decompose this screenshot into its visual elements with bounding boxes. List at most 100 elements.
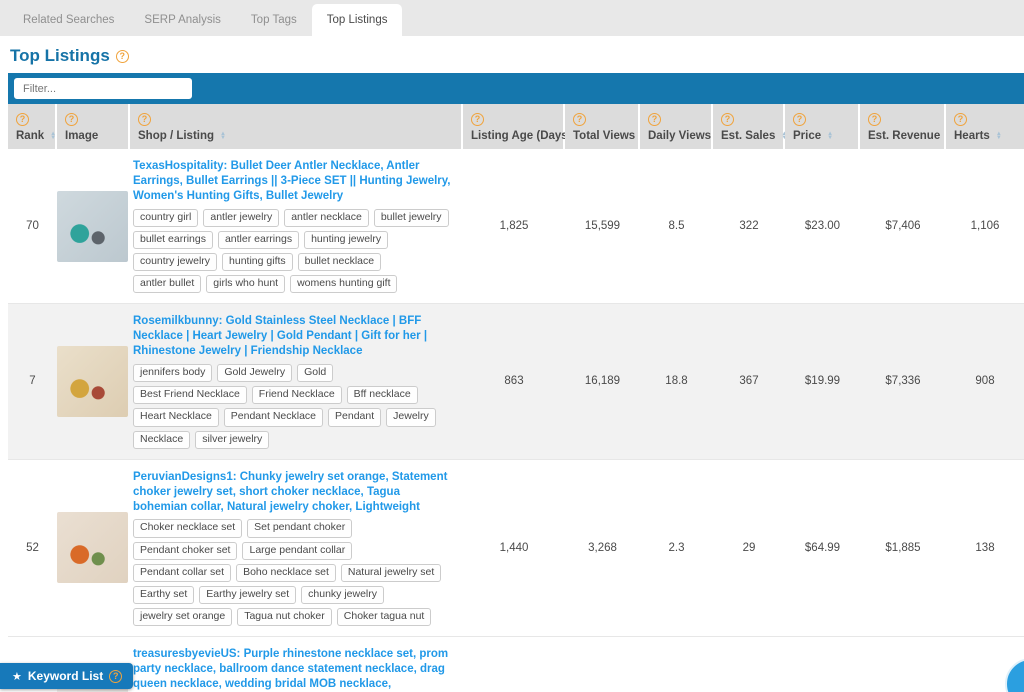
image-cell	[57, 304, 130, 458]
tag-chip: Choker tagua nut	[336, 607, 432, 627]
column-header-listing-age-days[interactable]: ?Listing Age (Days)▲▼	[463, 104, 583, 149]
column-label: Listing Age (Days)	[471, 130, 572, 142]
tag-list: Choker necklace set Set pendant choker Pen…	[133, 519, 455, 630]
listing-title-link[interactable]: Rosemilkbunny: Gold Stainless Steel Neck…	[133, 315, 428, 358]
table-body: 70 TexasHospitality: Bullet Deer Antler N…	[8, 149, 1024, 692]
tag-chip: Jewelry	[386, 408, 436, 427]
sort-arrows-icon[interactable]: ▲▼	[781, 131, 787, 141]
daily-views-cell: 2.3	[668, 541, 685, 554]
column-header-est-sales[interactable]: ? Est. Sales ▲▼	[713, 104, 787, 149]
sort-arrows-icon[interactable]: ▲▼	[827, 130, 834, 141]
tag-chip: Friend Necklace	[251, 386, 342, 405]
listing-age-cell: 1,510	[463, 637, 565, 692]
est-revenue-cell: $7,336	[885, 375, 921, 388]
column-label: Total Views	[573, 130, 636, 142]
help-icon[interactable]: ?	[793, 113, 806, 126]
tag-chip: Pendant	[328, 408, 382, 427]
column-label: Est. Sales	[721, 130, 776, 142]
filter-bar	[8, 73, 1024, 104]
rank-cell: 7	[29, 375, 36, 388]
listing-title-link[interactable]: TexasHospitality: Bullet Deer Antler Nec…	[133, 160, 451, 202]
tab-related-searches[interactable]: Related Searches	[23, 14, 115, 26]
tag-chip: antler earrings	[217, 230, 300, 250]
est-sales-cell: 26	[713, 637, 785, 692]
listing-title-link[interactable]: treasuresbyevieUS: Purple rhinestone nec…	[133, 648, 449, 690]
column-header-daily-views[interactable]: ?Daily Views▲▼	[640, 104, 723, 149]
tag-chip: Heart Necklace	[133, 408, 219, 427]
shop-listing-cell: Rosemilkbunny: Gold Stainless Steel Neck…	[130, 304, 463, 458]
tag-list: country girl antler jewelry antler necklac…	[133, 208, 455, 298]
listing-photo-orange-choker[interactable]	[57, 512, 128, 584]
tag-chip: jennifers body	[133, 364, 213, 383]
tab-top-listings[interactable]: Top Listings	[311, 4, 403, 36]
help-icon[interactable]: ?	[721, 113, 734, 126]
column-header-shop-listing[interactable]: ? Shop / Listing ▲ ▼	[130, 104, 463, 149]
shop-listing-cell: treasuresbyevieUS: Purple rhinestone nec…	[130, 637, 463, 692]
listing-age-cell: 1,825	[499, 220, 529, 233]
listing-row: 86treasuresbyevieUS: Purple rhinestone n…	[8, 637, 1024, 692]
est-revenue-cell: $889	[860, 637, 946, 692]
total-views-cell: 16,189	[584, 375, 621, 388]
tag-chip: Gold Jewelry	[217, 364, 293, 383]
listing-age-cell: 863	[504, 375, 524, 388]
daily-views-cell: 18.8	[665, 375, 688, 388]
tab-top-tags[interactable]: Top Tags	[250, 14, 297, 26]
shop-listing-cell: PeruvianDesigns1: Chunky jewelry set ora…	[130, 460, 463, 636]
daily-views-cell: 1.1	[640, 637, 713, 692]
listing-title-link[interactable]: PeruvianDesigns1: Chunky jewelry set ora…	[133, 470, 448, 513]
shop-listing-cell: TexasHospitality: Bullet Deer Antler Nec…	[130, 149, 463, 303]
hearts-cell: 138	[975, 541, 995, 554]
sort-arrows-icon[interactable]: ▲▼	[50, 130, 57, 141]
column-label: Shop / Listing	[138, 130, 215, 142]
tab-serp-analysis[interactable]: SERP Analysis	[144, 14, 221, 26]
column-header-total-views[interactable]: ?Total Views▲▼	[565, 104, 647, 149]
page-head: Top Listings ?	[0, 36, 1024, 73]
column-header-est-revenue[interactable]: ?Est. Revenue▲▼	[860, 104, 952, 149]
listing-photo-antler-necklace[interactable]	[57, 190, 128, 262]
sort-arrows-icon[interactable]: ▲▼	[220, 130, 226, 141]
tag-chip: chunky jewelry	[301, 585, 385, 604]
tag-chip: womens hunting gift	[290, 275, 398, 294]
listing-row: 7 Rosemilkbunny: Gold Stainless Steel Nec…	[8, 304, 1024, 460]
total-views-cell: 3,268	[588, 541, 617, 554]
help-icon[interactable]: ?	[954, 113, 967, 126]
image-cell	[57, 149, 130, 303]
help-icon[interactable]: ?	[115, 49, 129, 63]
help-icon[interactable]: ?	[138, 113, 151, 126]
column-label: Price	[793, 130, 822, 142]
rank-cell: 70	[26, 220, 39, 233]
tag-chip: Tagua nut choker	[237, 607, 332, 627]
column-header-price[interactable]: ? Price ▲ ▼	[785, 104, 860, 149]
column-label: Image	[65, 130, 99, 142]
keyword-list-label: Keyword List	[27, 669, 104, 683]
est-sales-cell: 322	[739, 220, 759, 233]
tag-chip: bullet necklace	[297, 253, 382, 272]
help-icon[interactable]: ?	[65, 113, 78, 126]
column-header-hearts[interactable]: ? Hearts ▲ ▼	[946, 104, 1024, 149]
help-icon[interactable]: ?	[16, 113, 29, 126]
help-icon[interactable]: ?	[648, 113, 661, 126]
help-icon[interactable]: ?	[573, 113, 586, 126]
tab-bar: Related Searches SERP Analysis Top Tags Top…	[0, 0, 1024, 36]
tag-chip: Best Friend Necklace	[133, 386, 247, 405]
tag-chip: Pendant collar set	[133, 563, 232, 582]
tag-chip: Necklace	[133, 430, 191, 449]
price-cell: $34.21	[785, 637, 860, 692]
tag-chip: country jewelry	[133, 253, 218, 272]
tag-chip: jewelry set orange	[133, 607, 233, 627]
help-icon[interactable]: ?	[868, 113, 881, 126]
keyword-list-button[interactable]: ★ Keyword List ?	[0, 663, 134, 689]
tag-chip: Set pendant choker	[247, 519, 353, 538]
help-icon[interactable]: ?	[471, 113, 484, 126]
filter-input[interactable]	[14, 78, 192, 99]
sort-arrows-icon[interactable]: ▲▼	[995, 130, 1002, 141]
listing-photo-gold-necklaces[interactable]	[57, 345, 128, 417]
tag-chip: Pendant choker set	[133, 541, 238, 560]
tag-list: jennifers body Gold Jewelry Gold Best Frien…	[133, 364, 455, 453]
tag-chip: silver jewelry	[195, 430, 270, 449]
column-label: Hearts	[954, 130, 990, 142]
daily-views-cell: 8.5	[668, 220, 685, 233]
tag-chip: Gold	[297, 364, 334, 383]
tag-chip: Earthy jewelry set	[199, 585, 297, 604]
column-header-rank[interactable]: ? Rank ▲ ▼	[8, 104, 57, 149]
